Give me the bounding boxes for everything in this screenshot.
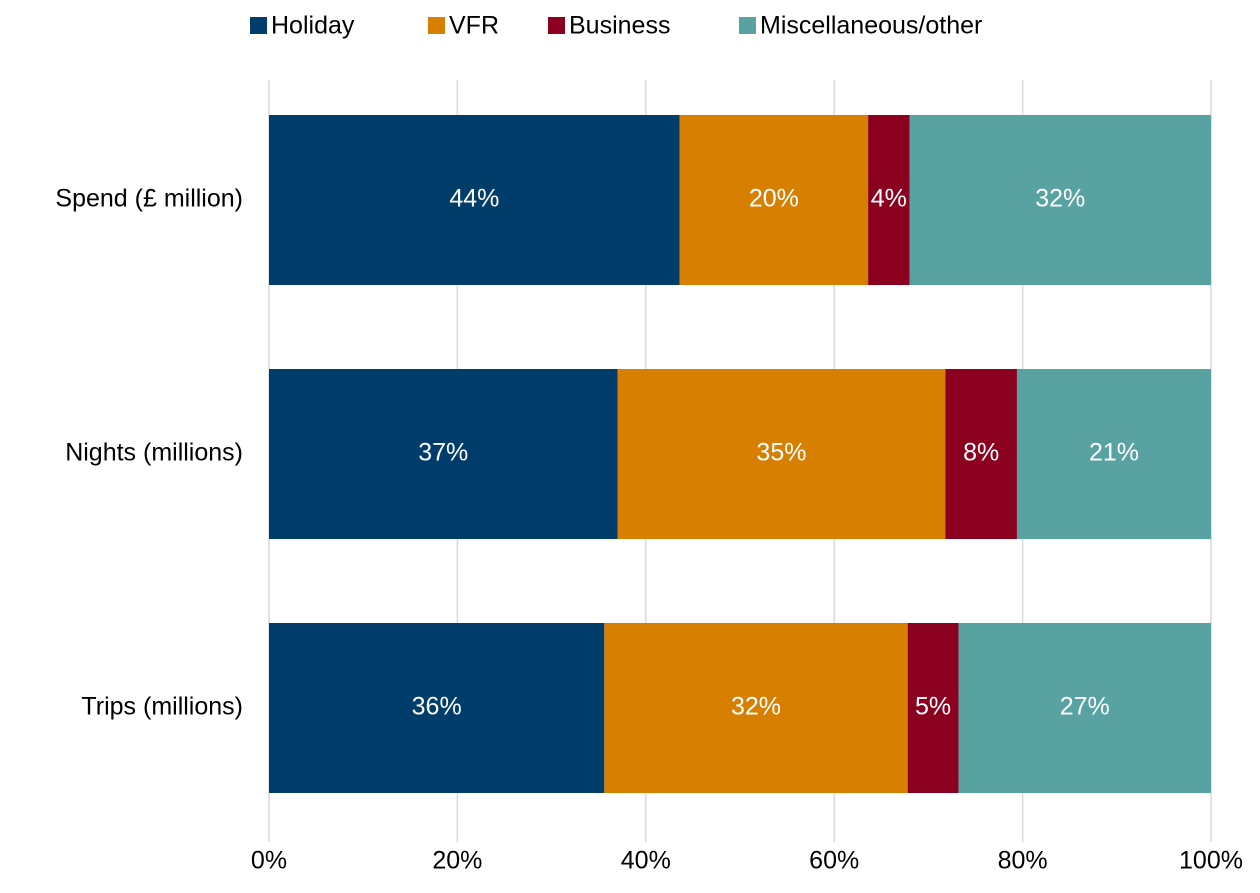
bar-segment [909,115,1211,285]
data-label: 32% [731,693,781,721]
data-label: 5% [915,693,951,721]
data-label: 8% [963,439,999,467]
bar-segment [1016,369,1211,539]
legend-label: Business [569,12,670,40]
x-tick-label: 0% [251,847,287,875]
data-label: 44% [449,185,499,213]
bar-segment [679,115,869,285]
bar-segment [868,115,910,285]
bar-segment [945,369,1017,539]
data-label: 37% [418,439,468,467]
legend-swatch [250,17,267,34]
x-tick-label: 40% [621,847,671,875]
data-label: 36% [412,693,462,721]
y-tick-label: Nights (millions) [65,439,243,467]
bar-segment [269,623,605,793]
data-label: 20% [749,185,799,213]
legend-label: VFR [449,12,499,40]
bar-segment [907,623,959,793]
data-label: 35% [756,439,806,467]
legend-swatch [428,17,445,34]
bar-segment [617,369,946,539]
data-label: 27% [1060,693,1110,721]
y-tick-label: Spend (£ million) [55,185,243,213]
x-tick-label: 80% [998,847,1048,875]
y-tick-label: Trips (millions) [81,693,243,721]
x-tick-label: 100% [1179,847,1243,875]
data-label: 32% [1035,185,1085,213]
legend-swatch [548,17,565,34]
data-label: 21% [1089,439,1139,467]
x-tick-label: 20% [432,847,482,875]
legend-swatch [739,17,756,34]
x-tick-label: 60% [809,847,859,875]
bar-segment [958,623,1211,793]
bar-segment [604,623,908,793]
legend-label: Holiday [271,12,355,40]
data-label: 4% [871,185,907,213]
bar-segment [269,369,618,539]
legend-label: Miscellaneous/other [760,12,982,40]
bar-segment [269,115,680,285]
